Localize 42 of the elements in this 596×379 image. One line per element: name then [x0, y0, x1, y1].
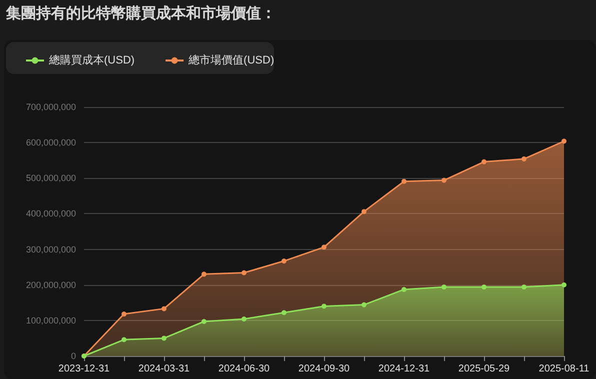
y-tick-label: 100,000,000	[26, 315, 76, 326]
y-tick-label: 500,000,000	[26, 173, 76, 184]
point	[362, 209, 366, 214]
point	[202, 318, 206, 324]
y-tick-label: 400,000,000	[26, 208, 76, 219]
y-tick-label: 300,000,000	[26, 244, 76, 254]
point	[122, 312, 126, 317]
point	[442, 178, 446, 183]
point	[162, 336, 166, 341]
point	[242, 316, 246, 322]
x-tick-label: 2025-05-29	[458, 364, 510, 374]
point	[242, 270, 246, 276]
y-tick-label: 600,000,000	[26, 138, 76, 148]
point	[282, 258, 286, 264]
point	[322, 304, 326, 309]
point	[442, 284, 446, 290]
point	[522, 156, 526, 162]
chart-title: 集團持有的比特幣購買成本和市場價值：	[6, 4, 276, 23]
x-tick-label: 2023-12-31	[58, 364, 110, 374]
x-tick-label: 2024-12-31	[378, 364, 430, 374]
point	[162, 306, 166, 312]
point	[482, 284, 486, 290]
x-tick-label: 2024-06-30	[218, 364, 270, 374]
legend-label: 總市場價值(USD)	[188, 54, 274, 66]
y-tick-label: 0	[70, 351, 76, 361]
x-tick-label: 2025-08-11	[538, 364, 590, 374]
x-tick-label: 2024-03-31	[138, 364, 190, 374]
point	[282, 310, 286, 316]
point	[362, 302, 366, 308]
x-tick-label: 2024-09-30	[298, 364, 350, 374]
point	[482, 159, 486, 164]
point	[202, 272, 206, 277]
legend-label: 總購買成本(USD)	[48, 54, 135, 66]
y-tick-label: 200,000,000	[26, 280, 76, 290]
point	[322, 244, 326, 250]
point	[522, 284, 526, 290]
point	[402, 286, 406, 292]
point	[562, 282, 566, 288]
point	[562, 138, 566, 144]
point	[402, 178, 406, 184]
point	[122, 337, 126, 342]
y-tick-label: 700,000,000	[26, 102, 76, 112]
